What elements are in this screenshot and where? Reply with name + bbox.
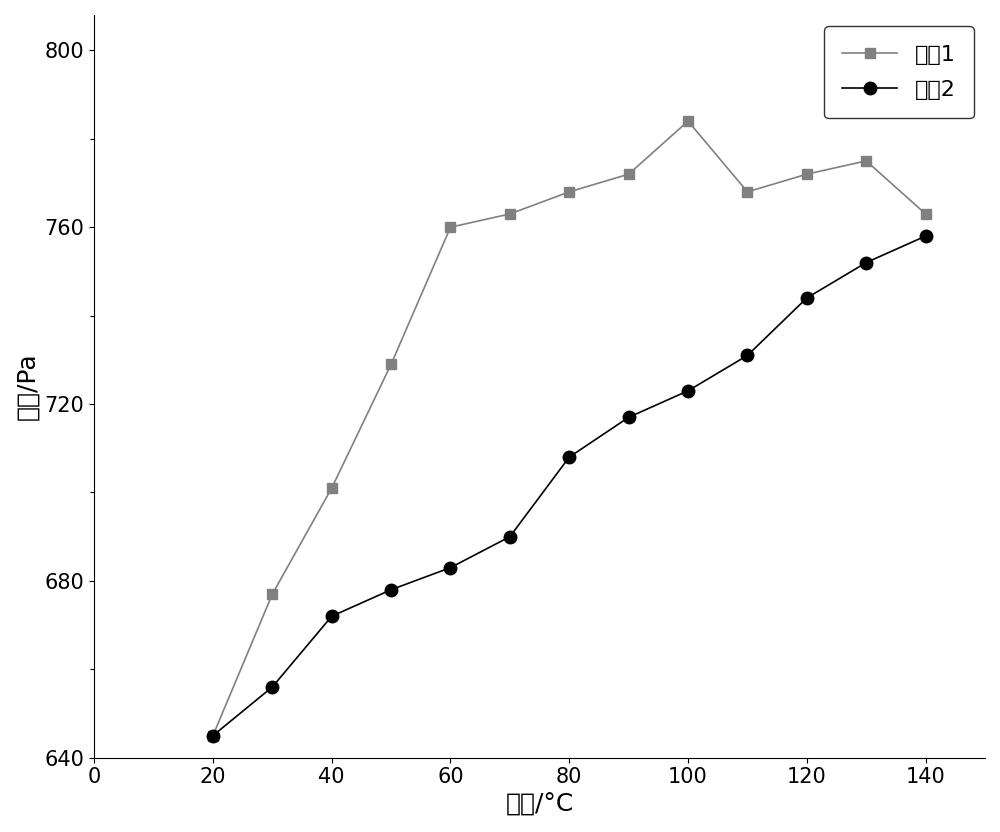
曲线1 <box>207 730 219 740</box>
曲线2 <box>266 682 278 692</box>
Legend: 曲线1, 曲线2: 曲线1, 曲线2 <box>824 26 974 118</box>
曲线2 <box>563 452 575 462</box>
曲线1 <box>623 169 635 179</box>
曲线1 <box>563 187 575 197</box>
曲线1 <box>682 116 694 126</box>
曲线2 <box>504 532 516 542</box>
曲线2 <box>920 231 932 241</box>
曲线1 <box>326 483 338 493</box>
曲线2 <box>444 562 456 572</box>
曲线1 <box>741 187 753 197</box>
曲线2 <box>385 585 397 595</box>
曲线1 <box>385 359 397 369</box>
曲线2 <box>682 386 694 396</box>
Line: 曲线2: 曲线2 <box>207 230 932 742</box>
曲线1 <box>860 156 872 166</box>
曲线1 <box>504 209 516 219</box>
曲线2 <box>326 612 338 622</box>
Y-axis label: 压力/Pa: 压力/Pa <box>15 353 39 420</box>
X-axis label: 温度/°C: 温度/°C <box>505 793 574 817</box>
曲线2 <box>207 730 219 740</box>
曲线2 <box>801 293 813 303</box>
曲线2 <box>860 258 872 268</box>
曲线2 <box>623 413 635 423</box>
曲线1 <box>801 169 813 179</box>
曲线2 <box>741 350 753 360</box>
曲线1 <box>444 222 456 232</box>
曲线1 <box>266 589 278 599</box>
Line: 曲线1: 曲线1 <box>208 116 930 740</box>
曲线1 <box>920 209 932 219</box>
